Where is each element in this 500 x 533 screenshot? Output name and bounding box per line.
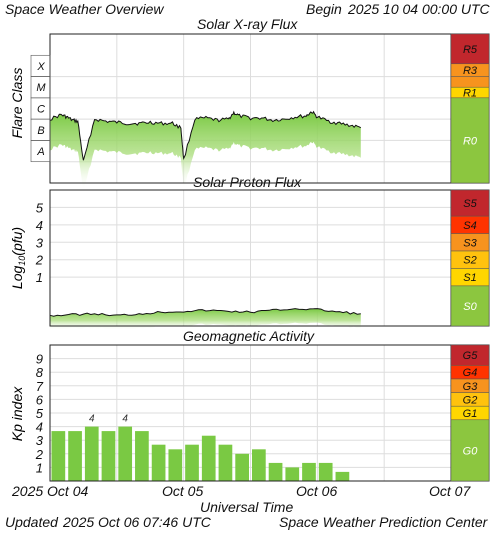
page-title: Space Weather Overview — [5, 1, 164, 17]
xray-scale-subband — [450, 76, 490, 88]
time-tick-oct07: Oct 07 — [429, 483, 471, 499]
proton-flux-line — [49, 308, 361, 317]
time-axis-label: Universal Time — [200, 499, 294, 515]
xray-scale-label-r1: R1 — [463, 88, 477, 100]
xray-class-label-c: C — [37, 104, 45, 116]
kp-ytick-3: 3 — [36, 433, 44, 448]
kp-bar — [151, 444, 166, 481]
kp-bar — [268, 462, 283, 481]
time-tick-oct05: Oct 05 — [162, 483, 204, 499]
kp-scale-label-g1: G1 — [463, 408, 478, 420]
xray-class-label-x: X — [36, 61, 45, 73]
time-tick-oct04: 2025 Oct 04 — [12, 483, 89, 499]
kp-bar — [201, 435, 216, 481]
kp-bar — [168, 449, 183, 481]
proton-title: Solar Proton Flux — [193, 174, 302, 190]
kp-bar — [335, 471, 350, 481]
xray-ylabel: Flare Class — [9, 68, 25, 139]
kp-ytick-6: 6 — [36, 392, 44, 407]
proton-ytick-3: 3 — [36, 235, 44, 250]
kp-ytick-9: 9 — [36, 352, 43, 367]
kp-scale-label-g0: G0 — [463, 445, 479, 457]
xray-class-label-a: A — [36, 146, 44, 158]
kp-bar — [302, 462, 316, 481]
proton-scale-label-s5: S5 — [463, 198, 477, 210]
kp-scale-g0 — [450, 419, 490, 482]
kp-bar — [235, 453, 249, 481]
kp-scale-label-g4: G4 — [463, 367, 478, 379]
kp-bar — [218, 444, 233, 481]
geomag-title: Geomagnetic Activity — [183, 328, 314, 344]
kp-bar — [318, 462, 333, 481]
proton-scale-s0 — [450, 285, 490, 327]
proton-scale-label-s4: S4 — [463, 220, 476, 232]
kp-bar — [118, 426, 133, 481]
kp-ytick-5: 5 — [36, 406, 44, 421]
proton-ytick-5: 5 — [36, 200, 44, 215]
source-credit: Space Weather Prediction Center — [279, 514, 488, 530]
kp-ytick-2: 2 — [35, 447, 44, 462]
kp-scale-label-g2: G2 — [463, 394, 478, 406]
xray-scale-label-r0: R0 — [463, 135, 478, 147]
proton-ytick-1: 1 — [36, 270, 43, 285]
begin-time: 2025 10 04 00:00 UTC — [348, 1, 490, 17]
xray-scale-r0 — [450, 97, 490, 184]
kp-bar — [285, 467, 300, 481]
proton-scale-label-s3: S3 — [463, 237, 477, 249]
kp-bar — [101, 431, 116, 481]
kp-ytick-1: 1 — [36, 460, 43, 475]
kp-bar — [185, 444, 199, 481]
kp-data-label: 4 — [89, 414, 95, 425]
updated-time: 2025 Oct 06 07:46 UTC — [63, 514, 211, 530]
kp-bar — [84, 426, 99, 481]
proton-scale-label-s1: S1 — [463, 272, 476, 284]
xray-title: Solar X-ray Flux — [197, 16, 298, 32]
xray-frame — [49, 33, 490, 184]
xray-class-label-m: M — [36, 82, 46, 94]
kp-ylabel: Kp index — [9, 386, 25, 441]
proton-scale-s5 — [450, 189, 490, 217]
kp-ytick-4: 4 — [36, 420, 43, 435]
proton-frame — [49, 189, 490, 327]
proton-ylabel: Log10(pfu) — [9, 227, 27, 289]
kp-bar — [135, 431, 149, 481]
xray-flux-line — [49, 110, 362, 161]
xray-scale-r3 — [450, 63, 490, 77]
kp-scale-label-g5: G5 — [463, 350, 479, 362]
proton-flux-band — [50, 308, 361, 331]
proton-scale-label-s0: S0 — [463, 301, 477, 313]
xray-scale-r5 — [450, 33, 490, 65]
begin-label: Begin — [306, 1, 342, 17]
kp-ytick-7: 7 — [36, 379, 44, 394]
xray-class-label-b: B — [37, 125, 44, 137]
proton-ytick-4: 4 — [36, 218, 43, 233]
kp-data-label: 4 — [122, 414, 128, 425]
proton-ytick-2: 2 — [35, 253, 44, 268]
kp-ytick-8: 8 — [36, 365, 44, 380]
kp-scale-label-g3: G3 — [463, 381, 479, 393]
xray-scale-label-r3: R3 — [463, 65, 478, 77]
kp-bar — [68, 431, 82, 481]
kp-bar — [51, 431, 66, 481]
kp-bar — [252, 449, 266, 481]
xray-flux-band — [50, 111, 361, 191]
xray-scale-label-r5: R5 — [463, 44, 478, 56]
time-tick-oct06: Oct 06 — [296, 483, 338, 499]
updated-label: Updated — [5, 514, 58, 530]
proton-scale-label-s2: S2 — [463, 255, 476, 267]
xray-class-box — [30, 140, 51, 163]
